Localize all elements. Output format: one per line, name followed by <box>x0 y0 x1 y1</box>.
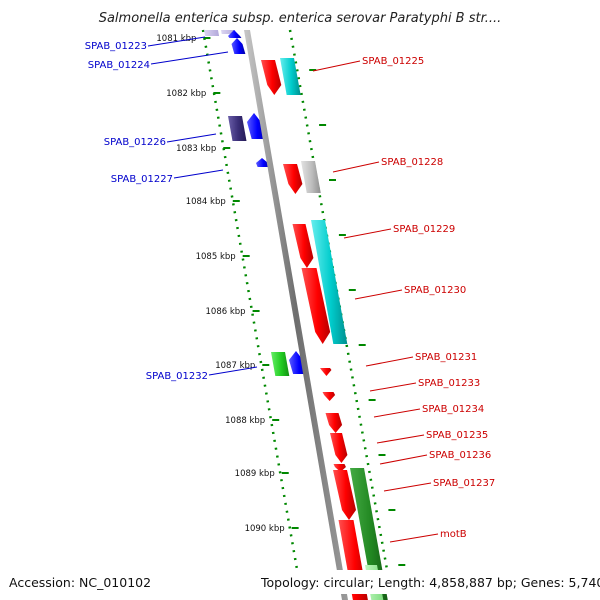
leader-line <box>373 408 421 418</box>
leader-line <box>208 366 258 376</box>
leader-line <box>332 161 380 173</box>
gene-SPAB_01230-feature <box>311 220 348 344</box>
topology-info: Topology: circular; Length: 4,858,887 bp… <box>260 575 600 590</box>
gene-label-spab_01230[interactable]: SPAB_01230 <box>404 285 466 296</box>
gene-label-spab_01227[interactable]: SPAB_01227 <box>111 174 173 185</box>
gene-label-spab_01235[interactable]: SPAB_01235 <box>426 430 488 441</box>
tick-label: 1084 kbp <box>186 197 226 207</box>
leader-line <box>379 454 428 465</box>
gene-features <box>204 30 388 600</box>
gene-labels: SPAB_01223 SPAB_01224 SPAB_01226 SPAB_01227… <box>85 41 496 540</box>
accession: Accession: NC_010102 <box>9 575 151 590</box>
tick-label: 1085 kbp <box>196 252 236 262</box>
gene-label-spab_01224[interactable]: SPAB_01224 <box>88 60 150 71</box>
leader-line <box>312 60 361 72</box>
gene-blue-arrow <box>228 30 242 38</box>
leader-line <box>369 382 417 392</box>
gene-label-spab_01223[interactable]: SPAB_01223 <box>85 41 147 52</box>
leader-line <box>173 169 224 179</box>
gene-motB-feature <box>350 468 388 600</box>
footer-mask <box>258 570 600 594</box>
gene-red-arrow <box>301 268 331 344</box>
map-title: Salmonella enterica subsp. enterica sero… <box>99 11 502 26</box>
gene-SPAB_01229-feature <box>292 224 314 268</box>
label-leaders <box>147 36 439 543</box>
gene-label-motb[interactable]: motB <box>440 529 467 540</box>
left-ruler <box>201 29 300 576</box>
gene-label-spab_01226[interactable]: SPAB_01226 <box>104 137 166 148</box>
tick-label: 1086 kbp <box>206 307 246 317</box>
gene-SPAB_01225-feature <box>280 58 301 95</box>
leader-line <box>150 51 229 65</box>
leader-line <box>383 482 432 492</box>
tick-label: 1081 kbp <box>156 34 196 44</box>
gene-SPAB_01226-feature <box>247 113 266 139</box>
tick-label: 1090 kbp <box>245 524 285 534</box>
backbone <box>244 30 348 600</box>
gene-SPAB_01233-feature <box>322 392 336 401</box>
tick-label: 1087 kbp <box>215 361 255 371</box>
gene-label-spab_01229[interactable]: SPAB_01229 <box>393 224 455 235</box>
leader-line <box>389 533 439 543</box>
gene-label-spab_01234[interactable]: SPAB_01234 <box>422 404 484 415</box>
tick-label: 1083 kbp <box>176 144 216 154</box>
gene-SPAB_01231-feature <box>320 368 332 376</box>
gene-SPAB_01232-feature <box>271 352 290 376</box>
tick-label: 1082 kbp <box>166 89 206 99</box>
gene-label-spab_01231[interactable]: SPAB_01231 <box>415 352 477 363</box>
gene-SPAB_01223-feature <box>204 30 220 36</box>
gene-SPAB_01234-feature <box>325 413 343 433</box>
gene-label-spab_01233[interactable]: SPAB_01233 <box>418 378 480 389</box>
gene-SPAB_01226-navy-feature <box>228 116 247 141</box>
gene-SPAB_01236-feature <box>333 464 346 472</box>
gene-SPAB_01227-feature <box>256 158 270 167</box>
tick-label: 1089 kbp <box>235 469 275 479</box>
gene-label-spab_01232[interactable]: SPAB_01232 <box>146 371 208 382</box>
gene-SPAB_01235-feature <box>330 433 348 463</box>
leader-line <box>376 434 425 444</box>
tick-label: 1088 kbp <box>225 416 265 426</box>
leader-line <box>343 228 392 239</box>
gene-SPAB_01228-feature <box>301 161 321 193</box>
gene-label-spab_01228[interactable]: SPAB_01228 <box>381 157 443 168</box>
gene-label-spab_01225[interactable]: SPAB_01225 <box>362 56 424 67</box>
gene-label-spab_01236[interactable]: SPAB_01236 <box>429 450 491 461</box>
gene-SPAB_01225-red-feature <box>261 60 282 95</box>
leader-line <box>365 356 414 367</box>
leader-line <box>354 289 403 300</box>
kbp-ticks: 1081 kbp 1082 kbp 1083 kbp 1084 kbp 1085 kbp… <box>156 34 406 588</box>
gene-SPAB_01224-feature <box>231 38 246 54</box>
gene-SPAB_01237-feature <box>333 470 356 520</box>
gene-label-spab_01237[interactable]: SPAB_01237 <box>433 478 495 489</box>
leader-line <box>147 36 206 47</box>
leader-line <box>166 133 217 143</box>
gene-SPAB_01228-red-feature <box>283 164 303 194</box>
